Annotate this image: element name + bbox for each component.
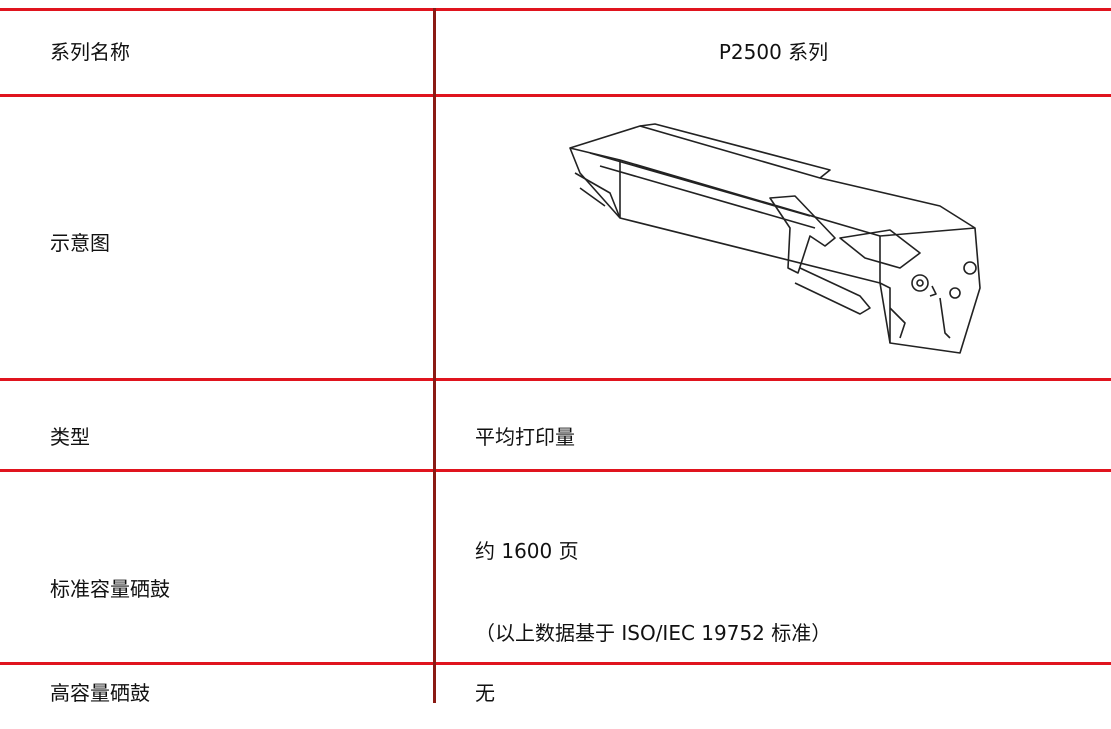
row-label: 标准容量硒鼓: [50, 577, 170, 601]
rule: [0, 378, 1111, 381]
rule: [0, 662, 1111, 665]
row-value: 平均打印量: [475, 425, 575, 449]
row-value: P2500 系列: [718, 40, 829, 64]
column-divider: [433, 8, 436, 703]
row-label: 示意图: [50, 231, 110, 255]
rule: [0, 8, 1111, 11]
row-label: 系列名称: [50, 40, 130, 64]
rule: [0, 469, 1111, 472]
rule: [0, 94, 1111, 97]
row-value: 约 1600 页: [475, 539, 579, 563]
row-label: 高容量硒鼓: [50, 681, 150, 705]
row-label: 类型: [50, 425, 90, 449]
cartridge-illustration: [569, 123, 981, 354]
row-note: （以上数据基于 ISO/IEC 19752 标准）: [475, 621, 832, 645]
row-value: 无: [475, 681, 495, 705]
